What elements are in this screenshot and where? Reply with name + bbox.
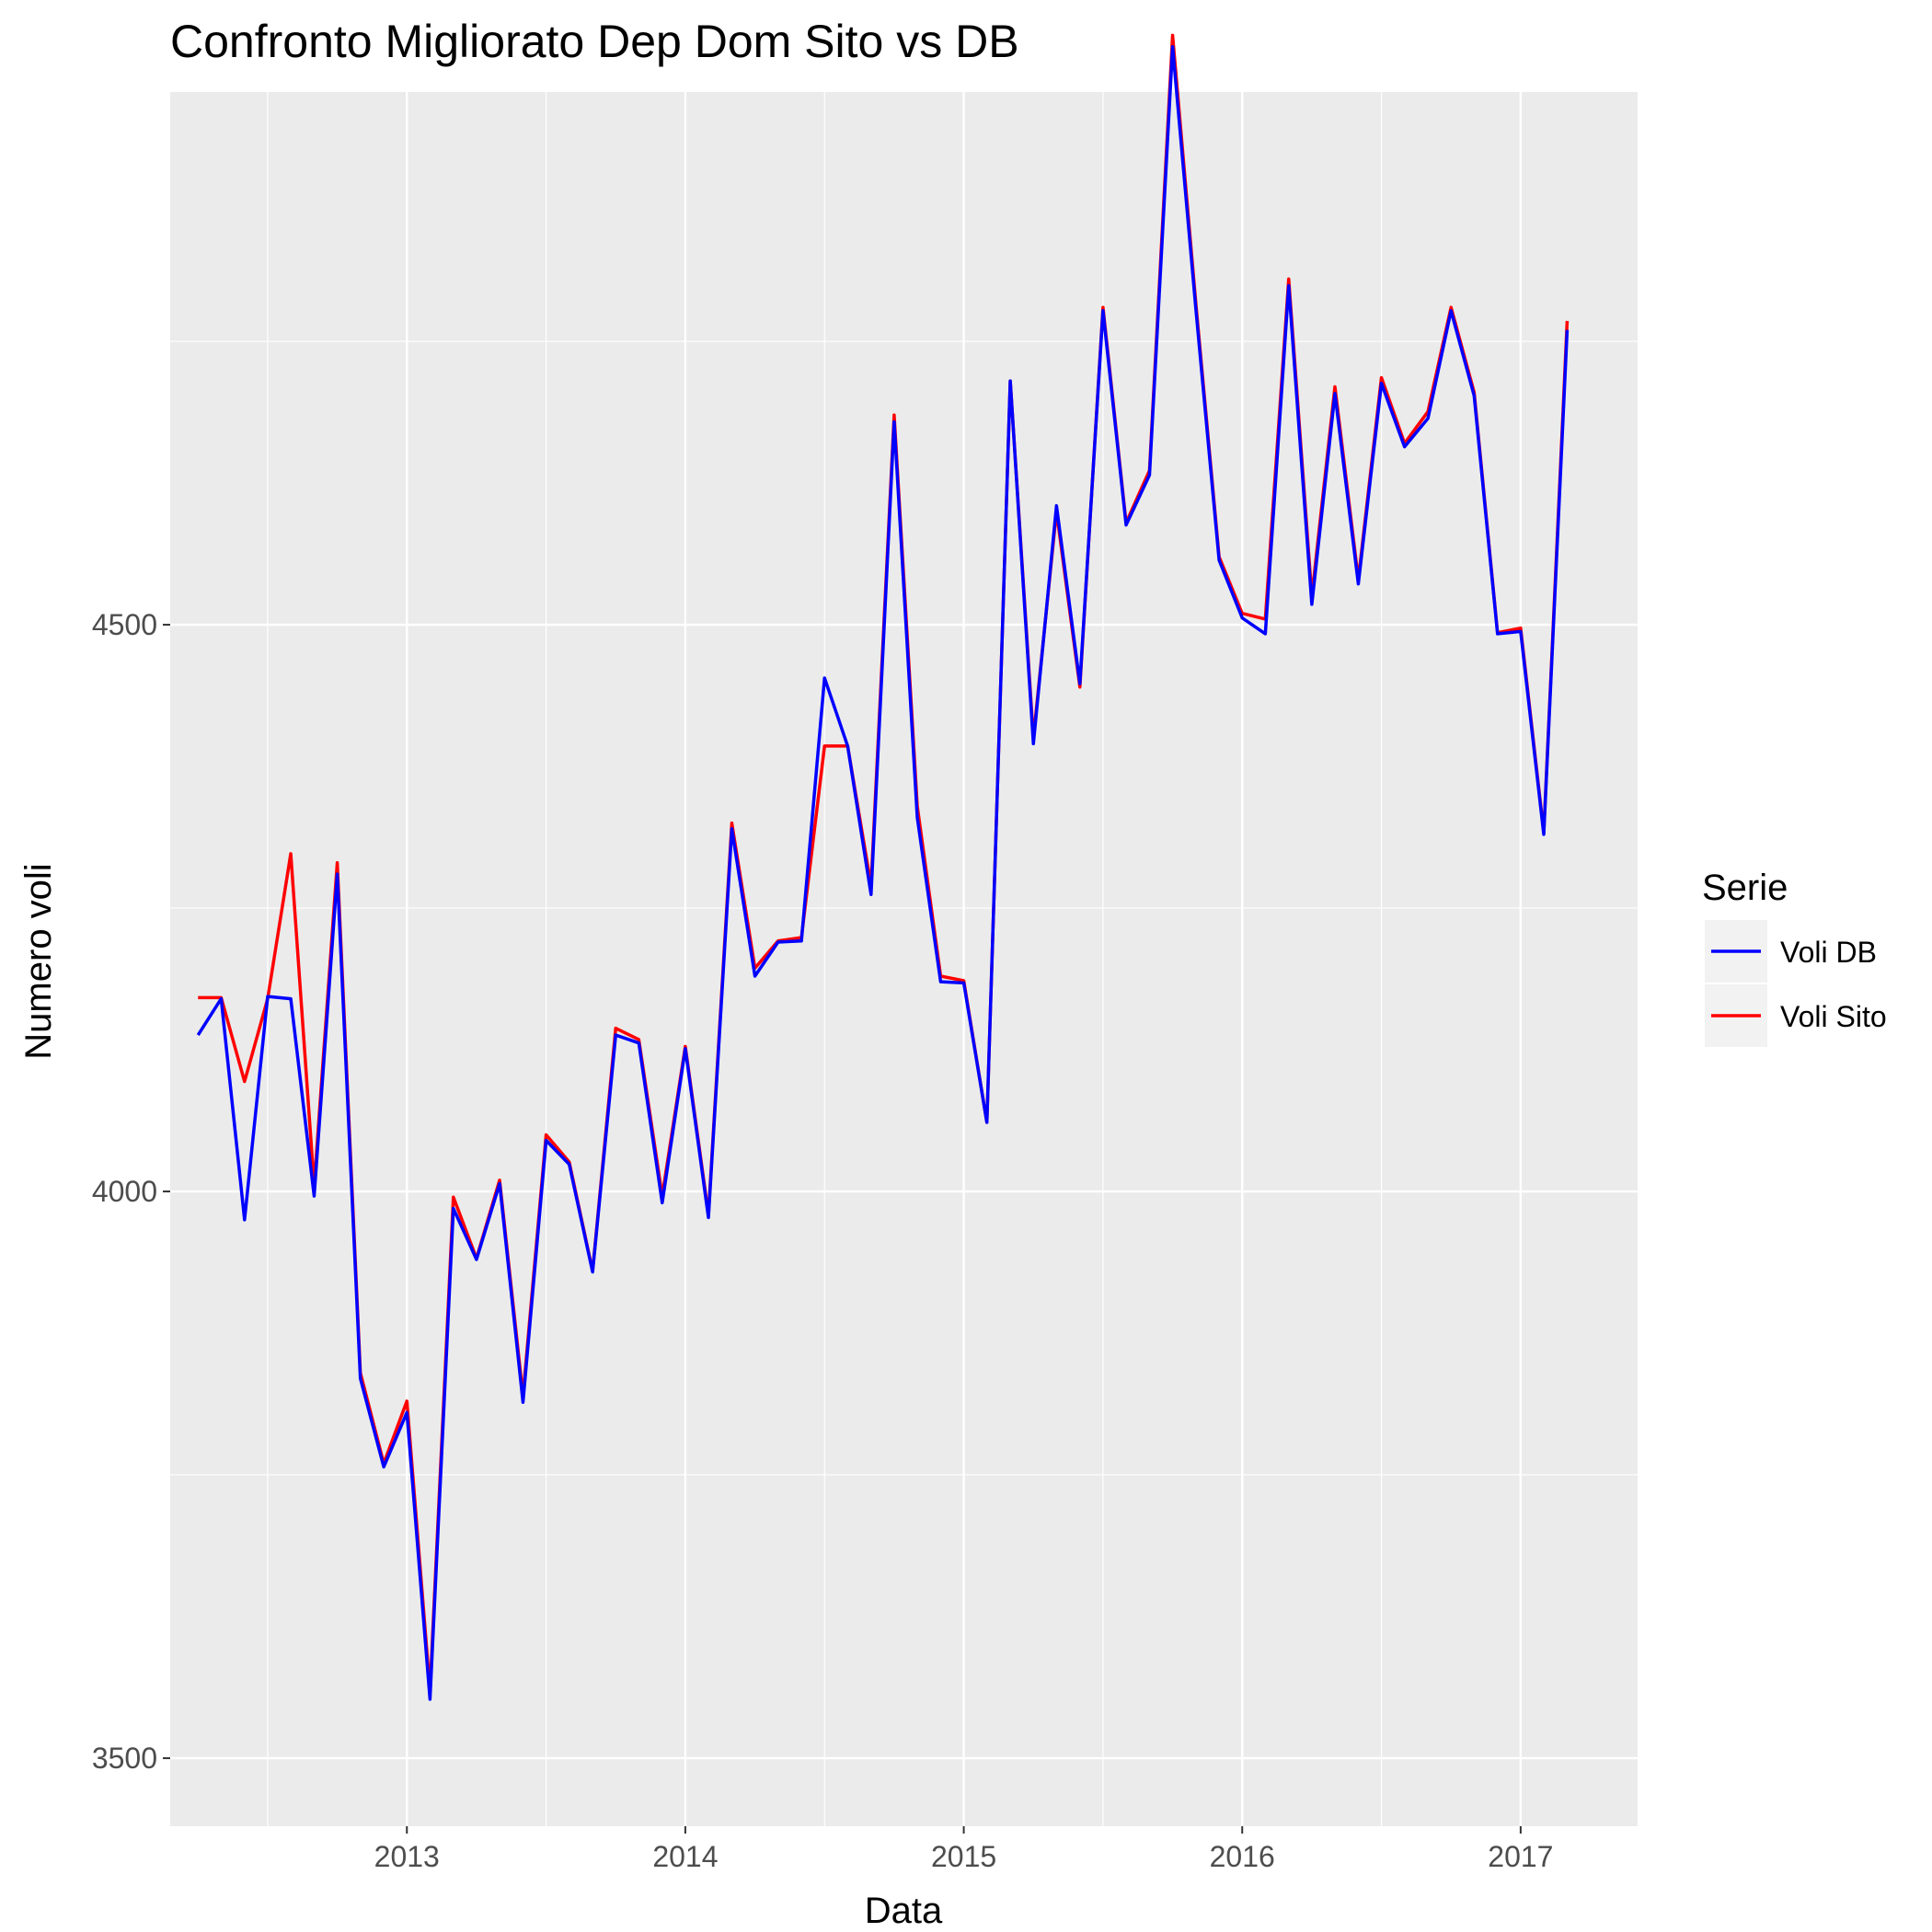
x-tick-label: 2017 bbox=[1488, 1840, 1553, 1873]
x-tick-label: 2013 bbox=[374, 1840, 440, 1873]
y-axis-title: Numero voli bbox=[18, 863, 59, 1059]
chart-title: Confronto Migliorato Dep Dom Sito vs DB bbox=[170, 16, 1019, 67]
x-axis: 2013 2014 2015 2016 2017 bbox=[374, 1826, 1553, 1873]
plot-panel bbox=[170, 92, 1638, 1826]
legend-label-voli-db: Voli DB bbox=[1780, 936, 1877, 969]
y-tick-label: 4000 bbox=[92, 1175, 157, 1208]
y-tick-label: 3500 bbox=[92, 1742, 157, 1775]
x-tick-label: 2015 bbox=[931, 1840, 996, 1873]
legend-title: Serie bbox=[1702, 868, 1788, 908]
y-tick-label: 4500 bbox=[92, 608, 157, 641]
legend-label-voli-sito: Voli Sito bbox=[1780, 1000, 1887, 1033]
grid-minor bbox=[170, 92, 1638, 1826]
x-tick-label: 2016 bbox=[1210, 1840, 1275, 1873]
series-lines bbox=[196, 33, 1570, 1701]
x-tick-label: 2014 bbox=[652, 1840, 718, 1873]
grid-major bbox=[170, 92, 1638, 1826]
y-axis: 3500 4000 4500 bbox=[92, 608, 170, 1775]
legend: Serie Voli DB Voli Sito bbox=[1702, 868, 1887, 1047]
series-line-voli-db bbox=[196, 44, 1570, 1701]
x-axis-title: Data bbox=[865, 1891, 943, 1931]
